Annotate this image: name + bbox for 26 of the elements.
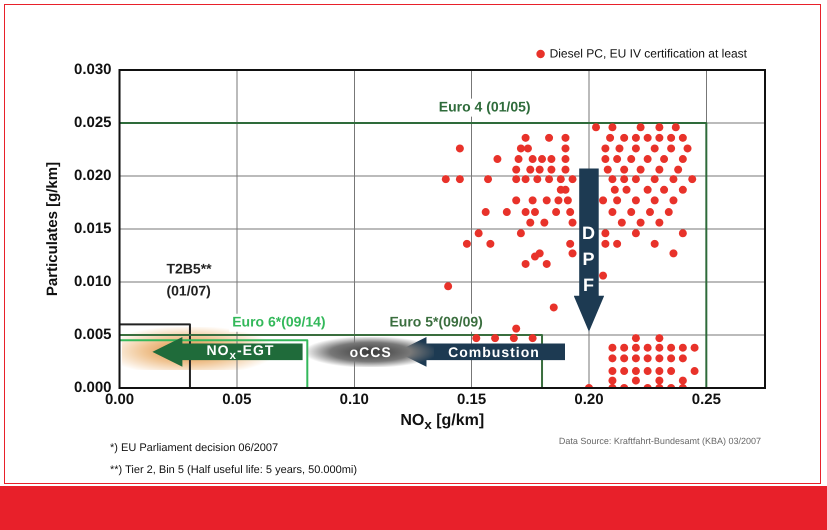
series-label: T2B5** (01/07) [166, 260, 212, 299]
x-tick-label: 0.15 [457, 391, 486, 408]
y-tick-label: 0.010 [74, 273, 112, 290]
x-tick-label: 0.05 [222, 391, 252, 408]
text: **) Tier 2, Bin 5 (Half useful life: 5 years, 50.000mi) [110, 464, 357, 476]
x-axis-title: NO$_{x}$ [g/km] [399, 412, 486, 432]
x-tick-label: 0.25 [692, 391, 721, 408]
annotation: DPF [582, 222, 596, 298]
text: *) EU Parliament decision 06/2007 [110, 442, 278, 454]
y-tick-label: 0.030 [74, 61, 112, 78]
annotation: Combustion [448, 344, 540, 360]
annotation: NO$_{x}$-EGT [206, 342, 274, 362]
legend-label: Diesel PC, EU IV certification at least [550, 46, 748, 60]
x-tick-label: 0.10 [340, 391, 369, 408]
y-tick-label: 0.025 [74, 114, 112, 132]
y-tick-label: 0.005 [74, 326, 112, 344]
y-axis-title: Particulates [g/km] [44, 162, 62, 296]
x-tick-label: 0.20 [574, 391, 604, 408]
annotation: oCCS [350, 344, 392, 360]
series-label: Euro 5*(09/09) [389, 314, 483, 330]
series-label: Euro 6*(09/14) [232, 314, 326, 330]
y-tick-label: 0.020 [74, 167, 112, 184]
y-tick-label: 0.015 [74, 220, 112, 238]
smoke-cloud: oCCS [307, 337, 434, 367]
series-label: Euro 4 (01/05) [438, 98, 531, 114]
source-note: Data Source: Kraftfahrt-Bundesamt (KBA) 03/2007 [558, 436, 761, 446]
